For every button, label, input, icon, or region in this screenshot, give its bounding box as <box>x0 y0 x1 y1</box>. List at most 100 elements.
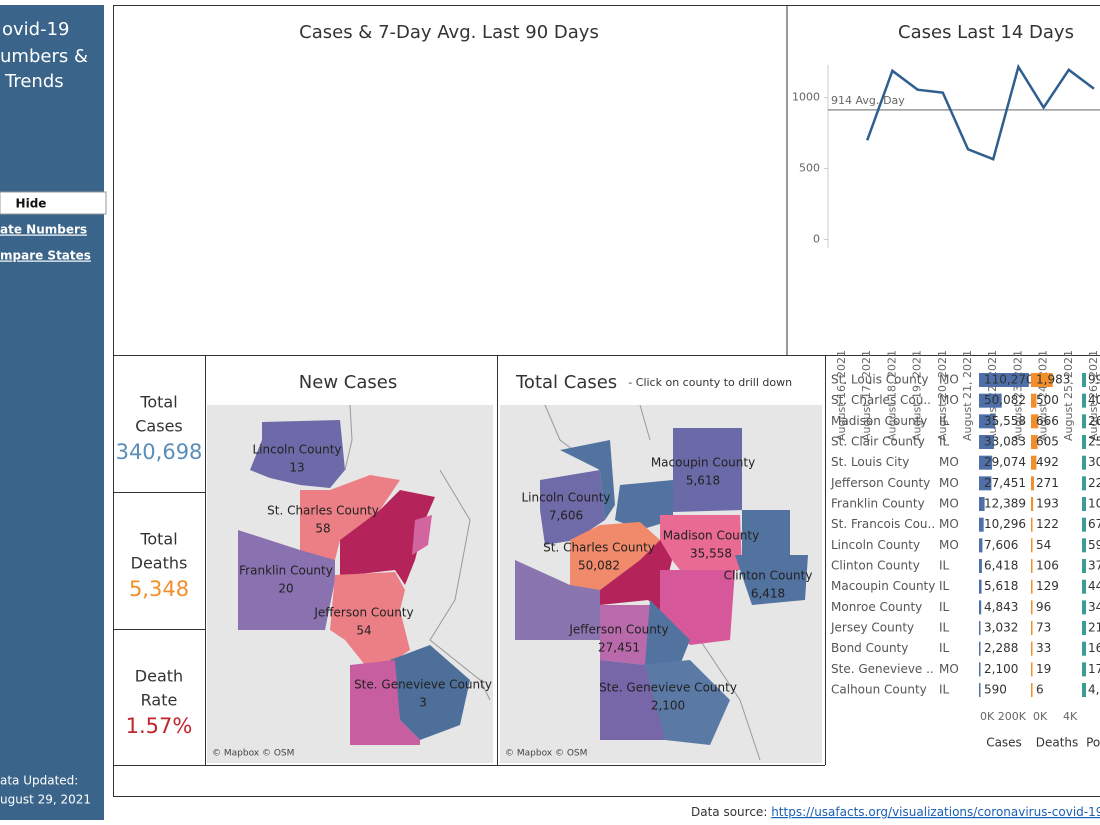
bar-label: 35,558 <box>984 414 1026 428</box>
state: MO <box>939 517 959 531</box>
bar-label: 2,100 <box>984 662 1018 676</box>
map-title: Total Cases <box>515 372 617 393</box>
bar-label: 500 <box>1036 393 1059 407</box>
bar-label: 3,032 <box>984 621 1018 635</box>
population-bar <box>1082 517 1086 532</box>
county-shape[interactable] <box>673 428 742 512</box>
nav-link[interactable]: mpare States <box>0 249 91 263</box>
county-shape[interactable] <box>660 515 742 570</box>
hide-button[interactable] <box>0 191 107 215</box>
bar <box>1031 579 1033 594</box>
bar-label: 96 <box>1036 600 1051 614</box>
bar-label: 29,074 <box>984 455 1026 469</box>
county-shape[interactable] <box>515 560 600 640</box>
bar <box>1031 600 1033 615</box>
population-label: 4, <box>1088 683 1099 697</box>
state: IL <box>939 641 950 655</box>
county-name: Jersey County <box>830 621 914 635</box>
county-name: Calhoun County <box>831 683 927 697</box>
county-shape[interactable] <box>340 490 435 585</box>
county-shape[interactable] <box>390 645 470 740</box>
x-tick-label: August 20, 2021 <box>936 350 949 441</box>
county-shape[interactable] <box>540 470 605 545</box>
population-label: 17 <box>1088 662 1100 676</box>
population-bar <box>1082 621 1086 636</box>
county-value: 54 <box>356 624 371 638</box>
kpi-value: 340,698 <box>116 440 203 464</box>
bar <box>979 435 994 450</box>
county-shape[interactable] <box>742 510 790 555</box>
county-shape[interactable] <box>735 555 808 605</box>
sidebar-title: Trends <box>4 71 64 92</box>
column-header: Cases <box>986 736 1022 750</box>
county-shape[interactable] <box>300 475 400 560</box>
county-shape[interactable] <box>350 660 420 745</box>
x-tick-label: August 25, 2021 <box>1062 350 1075 441</box>
county-value: 6,418 <box>751 587 785 601</box>
bar-label: 129 <box>1036 579 1059 593</box>
population-bar <box>1082 579 1086 594</box>
footer-link[interactable]: https://usafacts.org/visualizations/coro… <box>771 805 1100 819</box>
population-bar <box>1082 414 1086 429</box>
county-name: Madison County <box>831 414 927 428</box>
county-value: 50,082 <box>578 559 620 573</box>
county-name: Franklin County <box>239 564 333 578</box>
county-value: 2,100 <box>651 699 685 713</box>
bar-label: 590 <box>984 683 1007 697</box>
population-bar <box>1082 435 1086 450</box>
county-shape[interactable] <box>560 440 615 520</box>
county-value: 20 <box>278 582 293 596</box>
county-shape[interactable] <box>600 605 660 665</box>
bar <box>979 414 996 429</box>
county-name: Ste. Genevieve County <box>354 678 492 692</box>
county-name: Lincoln County <box>521 491 610 505</box>
y-tick-label: 1000 <box>792 91 820 104</box>
bar-label: 605 <box>1036 435 1059 449</box>
population-label: 22 <box>1088 476 1100 490</box>
county-shape[interactable] <box>600 660 665 740</box>
county-shape[interactable] <box>600 540 672 610</box>
county-shape[interactable] <box>412 515 432 555</box>
county-shape[interactable] <box>330 572 410 665</box>
sidebar-title: ovid-19 <box>2 19 70 40</box>
x-tick-label: August 24, 2021 <box>1037 350 1050 441</box>
bar <box>979 579 982 594</box>
county-shape[interactable] <box>250 420 345 488</box>
x-tick-label: August 16, 2021 <box>835 350 848 441</box>
state: MO <box>939 538 959 552</box>
state: IL <box>939 414 950 428</box>
bar <box>979 683 981 698</box>
county-shape[interactable] <box>570 522 660 590</box>
bar-label: 73 <box>1036 621 1051 635</box>
footer-prefix: Data source: <box>691 805 771 819</box>
map-credit: © Mapbox © OSM <box>212 749 294 759</box>
bar <box>979 559 982 574</box>
y-tick-label: 0 <box>813 232 820 245</box>
county-shape[interactable] <box>238 530 335 630</box>
population-bar <box>1082 538 1086 553</box>
county-shape[interactable] <box>660 570 735 645</box>
nav-link[interactable]: ate Numbers <box>0 223 87 237</box>
county-shape[interactable] <box>615 480 673 530</box>
hide-label[interactable]: Hide <box>16 197 47 211</box>
county-value: 27,451 <box>598 641 640 655</box>
bar <box>979 373 1029 387</box>
bar-label: 33,083 <box>984 435 1026 449</box>
column-header: Pop <box>1086 736 1100 750</box>
bar-label: 54 <box>1036 538 1051 552</box>
county-name: Ste. Genevieve County <box>599 681 737 695</box>
county-name: Franklin County <box>831 497 925 511</box>
county-shape[interactable] <box>640 660 730 745</box>
county-name: Lincoln County <box>831 538 920 552</box>
county-value: 58 <box>315 522 330 536</box>
population-label: 21 <box>1088 621 1100 635</box>
county-name: St. Louis City <box>831 455 909 469</box>
state: MO <box>939 373 959 387</box>
x-tick-label: August 19, 2021 <box>911 350 924 441</box>
map <box>500 404 822 763</box>
county-name: Jefferson County <box>568 623 668 637</box>
state: MO <box>939 662 959 676</box>
bar-label: 7,606 <box>984 538 1018 552</box>
county-shape[interactable] <box>645 600 690 665</box>
